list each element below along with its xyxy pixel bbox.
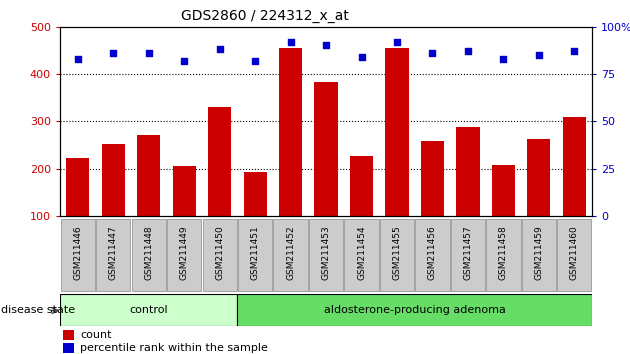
Bar bbox=[558, 219, 592, 291]
Bar bbox=[415, 219, 450, 291]
Bar bbox=[60, 219, 94, 291]
Bar bbox=[96, 219, 130, 291]
Bar bbox=[451, 219, 485, 291]
Bar bbox=[279, 48, 302, 216]
Bar bbox=[137, 135, 160, 216]
Text: GSM211458: GSM211458 bbox=[499, 225, 508, 280]
Text: count: count bbox=[81, 330, 112, 341]
Bar bbox=[202, 219, 237, 291]
Point bbox=[357, 54, 367, 60]
Text: GSM211459: GSM211459 bbox=[534, 225, 544, 280]
Point bbox=[463, 48, 473, 54]
Text: GSM211460: GSM211460 bbox=[570, 225, 579, 280]
Bar bbox=[173, 166, 195, 216]
Bar bbox=[238, 219, 272, 291]
Text: control: control bbox=[129, 305, 168, 315]
Bar bbox=[63, 343, 74, 353]
Bar bbox=[350, 156, 373, 216]
Point bbox=[285, 39, 295, 45]
Text: disease state: disease state bbox=[1, 305, 76, 315]
Point bbox=[392, 39, 402, 45]
Point bbox=[427, 50, 437, 56]
Point bbox=[108, 50, 118, 56]
Bar bbox=[101, 144, 125, 216]
Point bbox=[498, 56, 508, 62]
Bar bbox=[486, 219, 520, 291]
Bar bbox=[492, 165, 515, 216]
Text: GSM211457: GSM211457 bbox=[464, 225, 472, 280]
Point bbox=[72, 56, 83, 62]
Text: GSM211454: GSM211454 bbox=[357, 225, 366, 280]
Bar bbox=[63, 330, 74, 340]
Bar bbox=[314, 82, 338, 216]
Bar bbox=[386, 48, 408, 216]
Text: GSM211453: GSM211453 bbox=[321, 225, 331, 280]
Text: GSM211452: GSM211452 bbox=[286, 225, 295, 280]
Text: GSM211449: GSM211449 bbox=[180, 225, 188, 280]
Bar bbox=[345, 219, 379, 291]
Bar bbox=[244, 172, 266, 216]
Bar bbox=[309, 219, 343, 291]
Text: GSM211451: GSM211451 bbox=[251, 225, 260, 280]
Bar bbox=[527, 139, 551, 216]
Text: GSM211448: GSM211448 bbox=[144, 225, 153, 280]
Bar bbox=[238, 294, 592, 326]
Bar bbox=[132, 219, 166, 291]
Text: GSM211455: GSM211455 bbox=[392, 225, 401, 280]
Bar bbox=[60, 294, 238, 326]
Bar bbox=[273, 219, 307, 291]
Point bbox=[179, 58, 189, 63]
Text: GSM211456: GSM211456 bbox=[428, 225, 437, 280]
Text: GSM211450: GSM211450 bbox=[215, 225, 224, 280]
Bar bbox=[522, 219, 556, 291]
Point bbox=[144, 50, 154, 56]
Bar bbox=[380, 219, 414, 291]
Text: aldosterone-producing adenoma: aldosterone-producing adenoma bbox=[324, 305, 506, 315]
Point bbox=[250, 58, 260, 63]
Bar bbox=[208, 107, 231, 216]
Bar bbox=[421, 141, 444, 216]
Text: GDS2860 / 224312_x_at: GDS2860 / 224312_x_at bbox=[181, 9, 348, 23]
Text: percentile rank within the sample: percentile rank within the sample bbox=[81, 343, 268, 353]
Bar bbox=[167, 219, 201, 291]
Bar bbox=[457, 127, 479, 216]
Point bbox=[321, 43, 331, 48]
Text: GSM211447: GSM211447 bbox=[108, 225, 118, 280]
Point bbox=[570, 48, 580, 54]
Bar bbox=[563, 116, 586, 216]
Point bbox=[534, 52, 544, 58]
Point bbox=[214, 46, 224, 52]
Text: GSM211446: GSM211446 bbox=[73, 225, 82, 280]
Bar bbox=[66, 158, 89, 216]
